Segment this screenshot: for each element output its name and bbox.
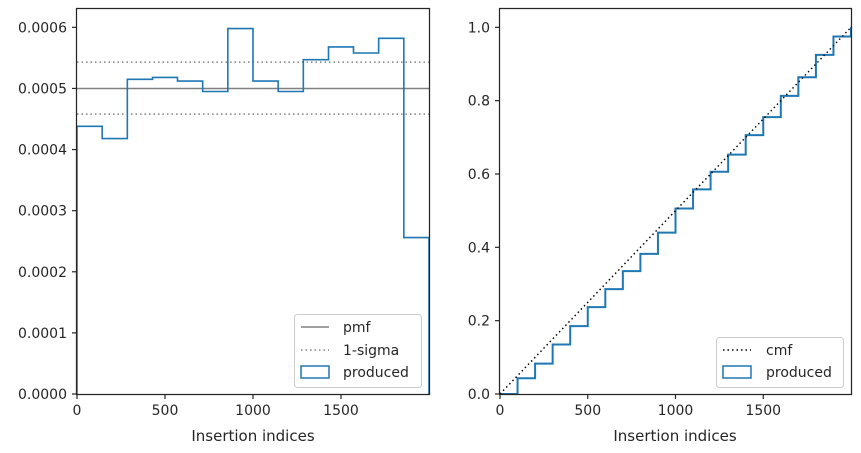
cumulative-x-axis-label: Insertion indices — [613, 427, 736, 445]
histogram-x-tick-label: 1000 — [235, 403, 271, 419]
cumulative-point-5 — [586, 306, 589, 308]
cumulative-y-tick-label: 0.0 — [468, 387, 490, 403]
cumulative-point-13 — [727, 153, 729, 156]
cumulative-axes-frame — [498, 7, 853, 396]
cumulative-point-15 — [762, 116, 765, 118]
cumulative-point-6 — [604, 288, 607, 290]
histogram-x-tick-label: 1500 — [323, 403, 359, 419]
legend-1-sigma-label: 1-sigma — [343, 343, 399, 359]
cumulative-point-16 — [780, 95, 782, 97]
histogram-y-tick-label: 0.0000 — [18, 387, 67, 403]
cumulative-y-tick-label: 0.2 — [468, 314, 490, 330]
legend-cumulative-produced-swatch — [722, 365, 752, 379]
cumulative-point-3 — [551, 343, 554, 346]
cumulative-point-12 — [709, 171, 712, 173]
histogram-y-tick-label: 0.0003 — [18, 204, 67, 220]
legend-pmf-label: pmf — [343, 320, 372, 336]
legend-produced-label: produced — [343, 365, 409, 381]
cumulative-point-18 — [815, 54, 817, 56]
cumulative-point-4 — [569, 325, 571, 327]
cumulative-point-17 — [797, 76, 800, 78]
cumulative-panel: 0 500 1000 1500 0.0 0.2 0.4 0.6 0.8 1.0 Insertio… — [468, 7, 853, 445]
legend-cumulative-produced-label: produced — [766, 365, 832, 381]
histogram-x-tick-label: 0 — [73, 403, 82, 419]
histogram-x-tick-label: 500 — [152, 403, 179, 419]
cumulative-point-7 — [622, 270, 624, 272]
cumulative-y-tick-label: 0.6 — [468, 167, 490, 183]
histogram-y-ticks: 0.0000 0.0001 0.0002 0.0003 0.0004 0.0005 0.00… — [18, 20, 77, 403]
cumulative-x-tick-label: 500 — [574, 403, 601, 419]
cumulative-y-ticks: 0.0 0.2 0.4 0.6 0.8 1.0 — [468, 20, 500, 403]
cumulative-y-tick-label: 1.0 — [468, 20, 490, 36]
cumulative-point-10 — [674, 207, 677, 210]
histogram-legend-box — [294, 314, 422, 388]
histogram-series — [76, 27, 430, 394]
cumulative-point-9 — [657, 231, 659, 234]
histogram-axes-frame — [75, 7, 431, 396]
histogram-x-axis-label: Insertion indices — [191, 427, 314, 445]
histogram-y-tick-label: 0.0002 — [18, 265, 67, 281]
cumulative-x-tick-label: 1500 — [745, 403, 781, 419]
histogram-y-tick-label: 0.0005 — [18, 81, 67, 97]
cumulative-x-tick-label: 0 — [496, 403, 505, 419]
cumulative-point-1 — [516, 377, 519, 380]
histogram-legend: pmf 1-sigma produced — [294, 314, 422, 388]
cumulative-point-8 — [639, 253, 642, 255]
cumulative-y-tick-label: 0.4 — [468, 240, 490, 256]
cumulative-point-14 — [744, 134, 747, 136]
cumulative-y-tick-label: 0.8 — [468, 94, 490, 110]
series-produced-step — [76, 27, 430, 394]
cumulative-legend-box — [716, 337, 844, 388]
histogram-x-ticks: 0 500 1000 1500 — [73, 394, 359, 419]
cumulative-point-2 — [534, 362, 536, 365]
legend-produced-swatch — [300, 365, 330, 379]
histogram-y-tick-label: 0.0006 — [18, 20, 67, 36]
cumulative-series — [499, 26, 852, 395]
cumulative-point-19 — [832, 35, 835, 38]
cumulative-legend: cmf produced — [716, 337, 844, 388]
cumulative-point-11 — [692, 188, 694, 191]
cumulative-x-tick-label: 1000 — [658, 403, 694, 419]
legend-cmf-label: cmf — [766, 343, 793, 359]
histogram-y-tick-label: 0.0004 — [18, 143, 67, 159]
cumulative-x-ticks: 0 500 1000 1500 — [496, 394, 781, 419]
histogram-y-tick-label: 0.0001 — [18, 326, 67, 342]
histogram-panel: 0 500 1000 1500 0.00000.00010.00020.00030.0… — [18, 7, 431, 445]
